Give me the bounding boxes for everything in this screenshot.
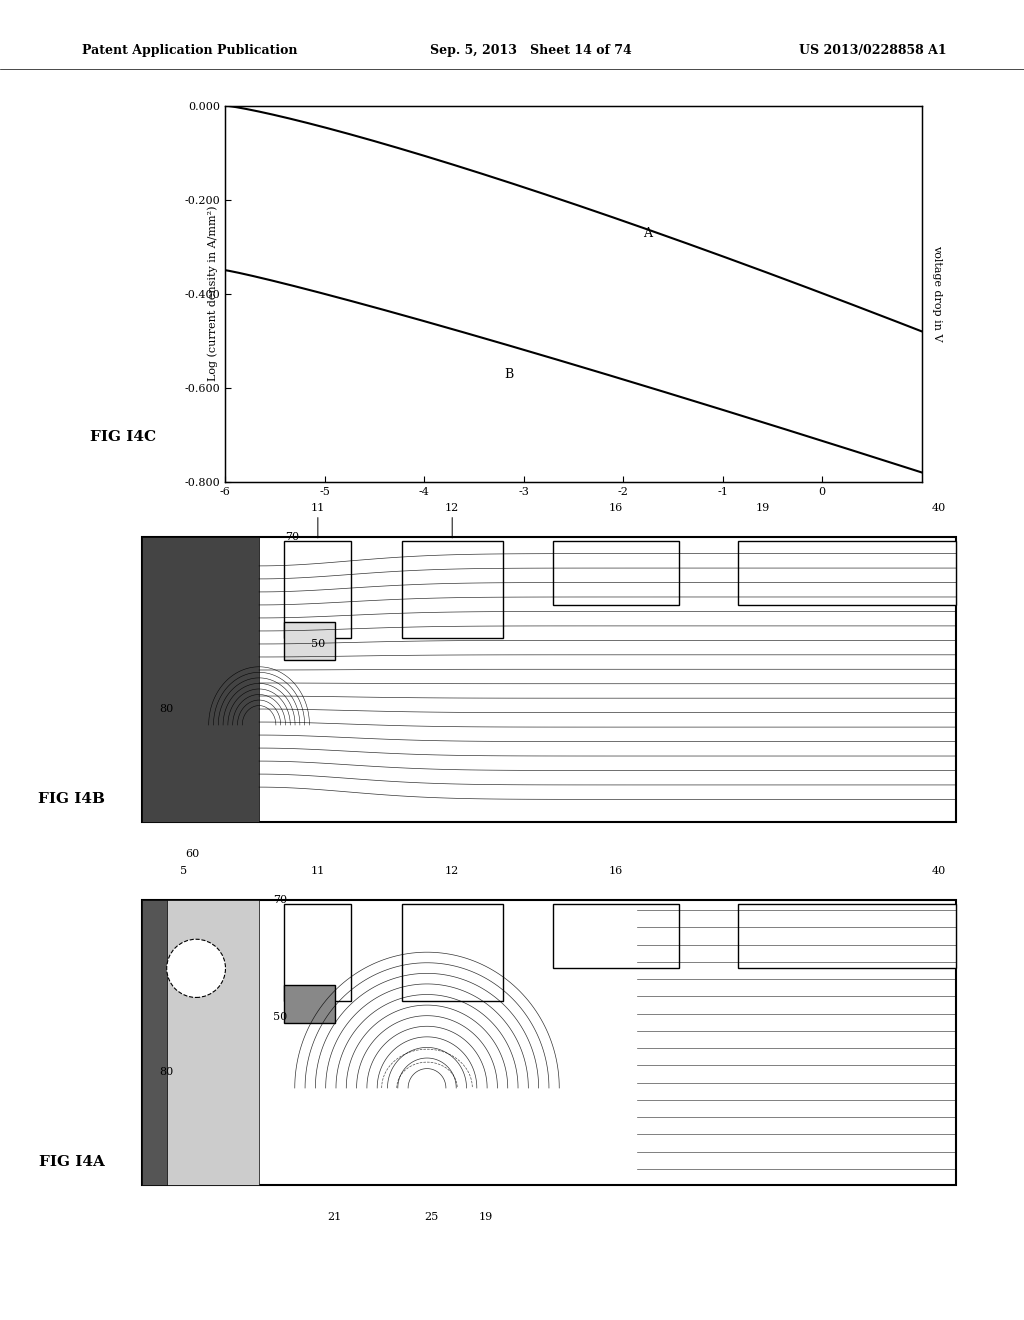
Text: 11: 11 bbox=[310, 866, 325, 876]
Ellipse shape bbox=[167, 940, 225, 998]
Text: 12: 12 bbox=[445, 503, 460, 513]
Text: 80: 80 bbox=[160, 704, 174, 714]
Bar bbox=[737, 541, 956, 606]
Text: 16: 16 bbox=[609, 866, 623, 876]
Bar bbox=[141, 537, 956, 822]
Text: 40: 40 bbox=[932, 503, 946, 513]
Text: 50: 50 bbox=[273, 1012, 287, 1022]
Text: Patent Application Publication: Patent Application Publication bbox=[82, 45, 297, 57]
Text: 12: 12 bbox=[445, 866, 460, 876]
Text: 11: 11 bbox=[310, 503, 325, 513]
Text: 5: 5 bbox=[180, 866, 187, 876]
Text: 16: 16 bbox=[609, 503, 623, 513]
Text: FIG I4C: FIG I4C bbox=[90, 430, 156, 444]
Text: B: B bbox=[504, 368, 513, 381]
Text: 60: 60 bbox=[184, 849, 199, 859]
Bar bbox=[141, 900, 259, 1185]
Text: 50: 50 bbox=[310, 639, 325, 649]
Bar bbox=[285, 904, 351, 1001]
Text: 19: 19 bbox=[478, 1212, 493, 1222]
Bar bbox=[553, 541, 679, 606]
Text: 25: 25 bbox=[424, 1212, 438, 1222]
Bar bbox=[141, 900, 956, 1185]
Bar bbox=[737, 904, 956, 969]
Bar bbox=[401, 904, 503, 1001]
Text: A: A bbox=[643, 227, 652, 240]
Text: 80: 80 bbox=[160, 1067, 174, 1077]
Text: 21: 21 bbox=[328, 1212, 342, 1222]
Text: 70: 70 bbox=[286, 532, 300, 543]
Text: 19: 19 bbox=[756, 503, 770, 513]
Text: US 2013/0228858 A1: US 2013/0228858 A1 bbox=[799, 45, 946, 57]
Bar bbox=[285, 985, 335, 1023]
Bar bbox=[285, 622, 335, 660]
Y-axis label: Log (current density in A/mm²): Log (current density in A/mm²) bbox=[208, 206, 218, 381]
Text: FIG I4B: FIG I4B bbox=[38, 792, 105, 805]
Text: 40: 40 bbox=[932, 866, 946, 876]
Text: Sep. 5, 2013   Sheet 14 of 74: Sep. 5, 2013 Sheet 14 of 74 bbox=[430, 45, 632, 57]
Bar bbox=[141, 900, 167, 1185]
Bar bbox=[553, 904, 679, 969]
Bar bbox=[285, 541, 351, 638]
Text: 70: 70 bbox=[273, 895, 287, 906]
Bar bbox=[141, 537, 259, 822]
Bar bbox=[401, 541, 503, 638]
Text: FIG I4A: FIG I4A bbox=[39, 1155, 104, 1170]
Y-axis label: voltage drop in V: voltage drop in V bbox=[933, 246, 942, 342]
